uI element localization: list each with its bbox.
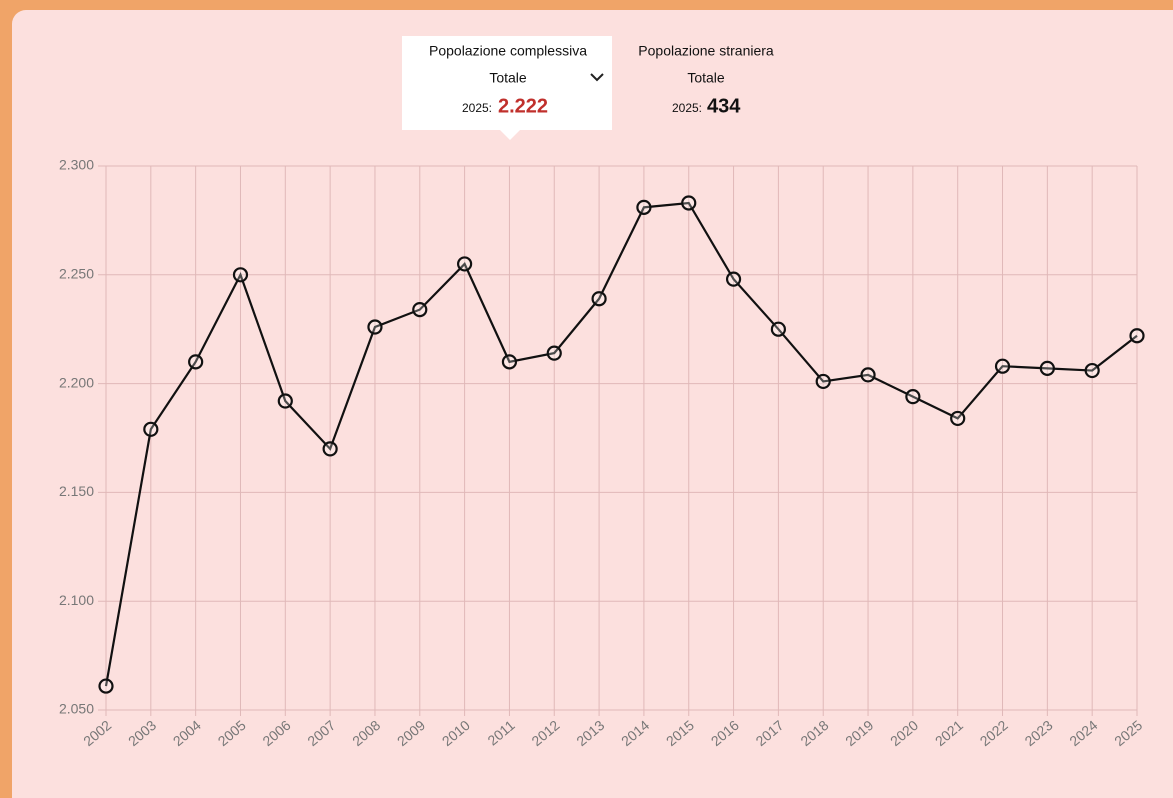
- selector[interactable]: Totale: [489, 70, 527, 86]
- point: [770, 321, 786, 337]
- x-tick-label: 2018: [797, 717, 831, 749]
- x-tick-label: 2010: [439, 717, 473, 749]
- point: [546, 345, 562, 361]
- y-tick-label: 2.050: [59, 701, 94, 717]
- point: [1039, 360, 1055, 376]
- tab-title[interactable]: Popolazione straniera: [638, 43, 774, 59]
- dropdown-icon[interactable]: [590, 73, 604, 82]
- point: [277, 393, 293, 409]
- header: Popolazione complessiva Totale 2025: 2.2…: [402, 36, 774, 140]
- x-tick-label: 2024: [1066, 717, 1100, 749]
- x-tick-label: 2005: [215, 717, 249, 749]
- x-tick-label: 2006: [259, 717, 293, 749]
- x-tick-label: 2022: [977, 717, 1011, 749]
- panel: Popolazione complessiva Totale 2025: 2.2…: [12, 10, 1173, 798]
- point: [232, 267, 249, 283]
- value: 2.222: [498, 95, 548, 117]
- point: [412, 302, 428, 318]
- x-tick-label: 2011: [484, 717, 518, 749]
- year-label: 2025:: [672, 101, 702, 115]
- x-tick-label: 2013: [573, 717, 607, 749]
- line: [104, 201, 1138, 687]
- chart: Popolazione complessiva Totale 2025: 2.2…: [59, 36, 1145, 749]
- x-tick-label: 2009: [394, 717, 428, 749]
- y-tick-label: 2.300: [59, 157, 94, 173]
- point: [905, 389, 921, 405]
- point: [725, 271, 742, 287]
- selector[interactable]: Totale: [687, 70, 725, 86]
- point: [367, 319, 383, 335]
- point: [1129, 328, 1145, 344]
- point: [591, 291, 607, 307]
- tab-title[interactable]: Popolazione complessiva: [429, 43, 587, 59]
- x-tick-label: 2015: [663, 717, 697, 749]
- x-tick-label: 2012: [528, 717, 562, 749]
- point: [322, 441, 338, 457]
- x-tick-label: 2003: [125, 717, 159, 749]
- point: [1084, 362, 1100, 379]
- x-tick-label: 2021: [932, 717, 966, 749]
- point: [994, 358, 1011, 374]
- active-tab[interactable]: [402, 36, 612, 140]
- year-label: 2025:: [462, 101, 492, 115]
- value: 434: [707, 95, 741, 117]
- x-tick-label: 2019: [842, 717, 876, 749]
- point: [950, 410, 966, 427]
- point: [188, 354, 204, 370]
- y-tick-label: 2.200: [59, 374, 94, 390]
- x-tick-label: 2016: [708, 717, 742, 749]
- y-tick-label: 2.100: [59, 592, 94, 608]
- point: [860, 367, 876, 383]
- y-tick-label: 2.150: [59, 483, 94, 499]
- x-tick-label: 2017: [753, 717, 787, 749]
- x-tick-label: 2020: [887, 717, 921, 749]
- x-tick-label: 2025: [1111, 717, 1145, 749]
- point: [636, 199, 652, 215]
- x-tick-label: 2014: [618, 717, 652, 749]
- point: [143, 421, 159, 437]
- x-tick-label: 2023: [1022, 717, 1056, 749]
- point: [501, 354, 518, 370]
- y-tick-label: 2.250: [59, 266, 94, 282]
- point: [681, 195, 697, 211]
- x-tick-label: 2007: [304, 717, 338, 749]
- x-tick-label: 2002: [80, 717, 114, 749]
- x-tick-label: 2004: [170, 717, 204, 749]
- x-tick-label: 2008: [349, 717, 383, 749]
- point: [98, 678, 114, 694]
- point: [815, 373, 831, 390]
- point: [457, 256, 473, 272]
